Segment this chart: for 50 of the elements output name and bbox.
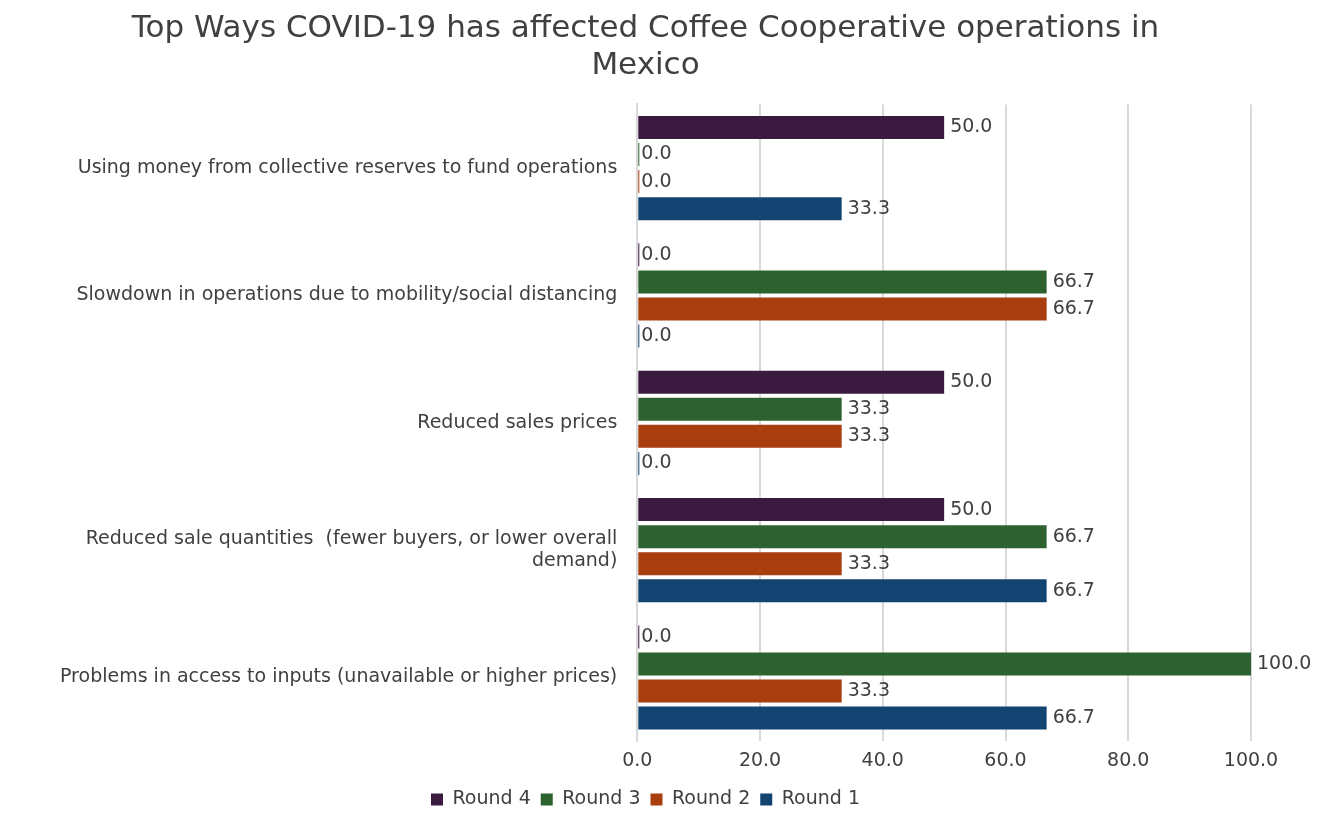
x-tick-label: 0.0 — [622, 747, 653, 770]
bar — [638, 270, 1047, 294]
chart-title: Top Ways COVID-19 has affected Coffee Cooperative operations in Mexico — [130, 7, 1160, 81]
data-label: 66.7 — [1052, 705, 1095, 728]
data-label: 33.3 — [847, 550, 890, 573]
data-label: 66.7 — [1052, 523, 1095, 546]
bar — [638, 525, 1047, 549]
y-tick-label: Reduced sales prices — [417, 409, 618, 432]
bar — [638, 679, 842, 703]
data-label: 100.0 — [1257, 650, 1312, 673]
data-label: 0.0 — [641, 241, 672, 264]
bar — [638, 498, 945, 522]
data-label: 66.7 — [1052, 268, 1095, 291]
data-label: 50.0 — [950, 114, 993, 137]
data-label: 33.3 — [847, 195, 890, 218]
data-label: 0.0 — [641, 168, 672, 191]
bar — [638, 579, 1047, 603]
data-label: 33.3 — [847, 396, 890, 419]
data-label: 33.3 — [847, 423, 890, 446]
bar — [638, 424, 842, 448]
data-label: 50.0 — [950, 496, 993, 519]
y-tick-label: Using money from collective reserves to fund operations — [77, 155, 618, 178]
bar — [638, 115, 945, 139]
y-tick-label: Reduced sale quantities (fewer buyers, or lower overall demand) — [85, 525, 618, 571]
bar — [638, 297, 1047, 321]
data-label: 0.0 — [641, 322, 672, 345]
x-tick-label: 100.0 — [1223, 747, 1279, 770]
data-label: 66.7 — [1052, 295, 1095, 318]
x-tick-label: 20.0 — [738, 747, 782, 770]
bar — [638, 652, 1251, 676]
data-label: 66.7 — [1052, 577, 1095, 600]
legend-label: Round 4 — [452, 786, 531, 809]
data-label: 50.0 — [950, 369, 993, 392]
bar — [638, 397, 842, 421]
bar — [638, 370, 945, 394]
x-tick-label: 40.0 — [861, 747, 904, 770]
x-tick-label: 80.0 — [1107, 747, 1150, 770]
data-label: 0.0 — [641, 450, 672, 473]
bar — [638, 197, 842, 221]
bar — [638, 706, 1047, 730]
legend-label: Round 1 — [781, 786, 860, 809]
x-tick-label: 60.0 — [984, 747, 1027, 770]
y-tick-label: Slowdown in operations due to mobility/social distancing — [76, 282, 618, 305]
y-tick-label: Problems in access to inputs (unavailable or higher prices) — [59, 664, 618, 687]
bar — [638, 552, 842, 576]
legend-label: Round 2 — [672, 786, 751, 809]
data-label: 0.0 — [641, 623, 672, 646]
data-label: 0.0 — [641, 141, 672, 164]
data-label: 33.3 — [847, 677, 890, 700]
legend-label: Round 3 — [562, 786, 641, 809]
